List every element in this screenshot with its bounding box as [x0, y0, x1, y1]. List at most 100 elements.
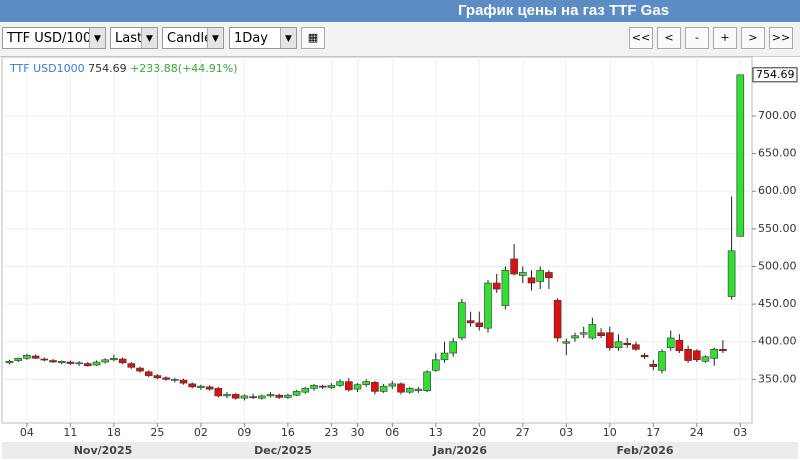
y-tick-label: 500.00: [758, 259, 797, 272]
legend-last: 754.69: [88, 62, 127, 75]
y-tick-label: 400.00: [758, 335, 797, 348]
nav-button[interactable]: -: [685, 27, 709, 49]
candle-body: [231, 394, 240, 399]
candle-body: [49, 360, 57, 363]
month-label: Nov/2025: [74, 444, 133, 457]
candle-body: [675, 339, 684, 352]
candle-body: [527, 277, 536, 284]
nav-button[interactable]: >: [741, 27, 765, 49]
candle-body: [605, 332, 614, 349]
x-tick-label: 11: [63, 426, 77, 439]
x-tick-label: 23: [324, 426, 338, 439]
candle-body: [292, 391, 301, 396]
candle-body: [101, 359, 109, 363]
candle-body: [553, 300, 562, 339]
month-label: Feb/2026: [616, 444, 673, 457]
candle-body: [66, 361, 75, 364]
x-tick-label: 17: [646, 426, 660, 439]
nav-button[interactable]: >>: [769, 27, 793, 49]
symbol-select[interactable]: TTF USD/100 ▼: [2, 27, 106, 49]
header: График цены на газ TTF Gas: [0, 0, 800, 22]
candle-body: [336, 381, 344, 386]
candle-body: [353, 384, 362, 390]
candle-body: [371, 382, 379, 392]
table-button[interactable]: ▦: [301, 27, 325, 49]
candle-body: [144, 371, 153, 376]
symbol: TTF USD/100: [7, 31, 92, 46]
x-tick-label: 18: [107, 426, 121, 439]
candle-body: [562, 341, 571, 344]
style: Candle: [167, 31, 213, 46]
candle-body: [475, 322, 484, 327]
style-select[interactable]: Candle ▼: [162, 27, 224, 49]
candle-body: [127, 363, 136, 368]
candle-body: [501, 269, 510, 306]
candle-body: [692, 350, 701, 361]
last-price: 754.69: [756, 68, 795, 81]
field: Last: [115, 31, 143, 46]
candle-body: [14, 357, 22, 361]
candle-body: [362, 381, 371, 385]
x-tick-label: 03: [559, 426, 573, 439]
x-tick-label: 06: [385, 426, 399, 439]
field-select[interactable]: Last ▼: [110, 27, 158, 49]
y-tick-label: 550.00: [758, 222, 797, 235]
candle-body: [484, 282, 492, 329]
candle-body: [57, 360, 66, 364]
month-label: Jan/2026: [432, 444, 487, 457]
x-tick-label: 16: [281, 426, 295, 439]
candle-body: [205, 386, 214, 390]
candle-body: [379, 385, 388, 392]
x-tick-label: 20: [472, 426, 486, 439]
candle-body: [110, 357, 118, 361]
y-tick-label: 650.00: [758, 147, 797, 160]
candle-body: [440, 352, 449, 361]
toolbar: TTF USD/100 ▼ Last ▼ Candle ▼ 1Day ▼ ▦ << < - +…: [0, 22, 800, 57]
candle-body: [536, 269, 545, 282]
candle-body: [197, 385, 205, 388]
nav-button[interactable]: <<: [629, 27, 653, 49]
candle-body: [431, 359, 440, 371]
candle-body: [136, 367, 144, 372]
x-tick-label: 24: [690, 426, 704, 439]
candle-body: [710, 348, 719, 359]
candle-body: [518, 272, 527, 276]
candle-body: [684, 348, 692, 361]
y-tick-label: 450.00: [758, 297, 797, 310]
candle-body: [310, 385, 318, 389]
plot-area: [1, 56, 753, 424]
candle-body: [727, 250, 736, 297]
x-tick-label: 04: [20, 426, 34, 439]
candle-body: [327, 385, 336, 388]
candle-body: [571, 335, 579, 339]
x-tick-label: 25: [150, 426, 164, 439]
interval-select[interactable]: 1Day ▼: [229, 27, 297, 49]
x-tick-label: 09: [237, 426, 251, 439]
candle-body: [214, 388, 223, 397]
candle-body: [257, 395, 266, 399]
candle-body: [588, 324, 597, 339]
legend-change: +233.88(+44.91%): [130, 62, 237, 75]
candle-body: [275, 394, 284, 398]
candle-body: [632, 344, 640, 350]
nav-button[interactable]: <: [657, 27, 681, 49]
candle-body: [397, 383, 405, 393]
candle-body: [458, 302, 466, 339]
candle-body: [240, 395, 249, 399]
candle-body: [449, 341, 458, 354]
x-tick-label: 30: [351, 426, 365, 439]
candle-body: [31, 355, 40, 359]
candle-body: [344, 381, 353, 391]
candle-body: [171, 379, 179, 381]
legend-symbol: TTF USD1000: [9, 62, 85, 75]
candle-body: [666, 337, 675, 349]
candle-body: [40, 358, 49, 361]
y-tick-label: 350.00: [758, 372, 797, 385]
y-tick-label: 600.00: [758, 184, 797, 197]
candle-body: [284, 394, 292, 398]
nav-button[interactable]: +: [713, 27, 737, 49]
candle-body: [658, 351, 666, 371]
candle-body: [223, 394, 231, 397]
candle-body: [318, 385, 327, 388]
